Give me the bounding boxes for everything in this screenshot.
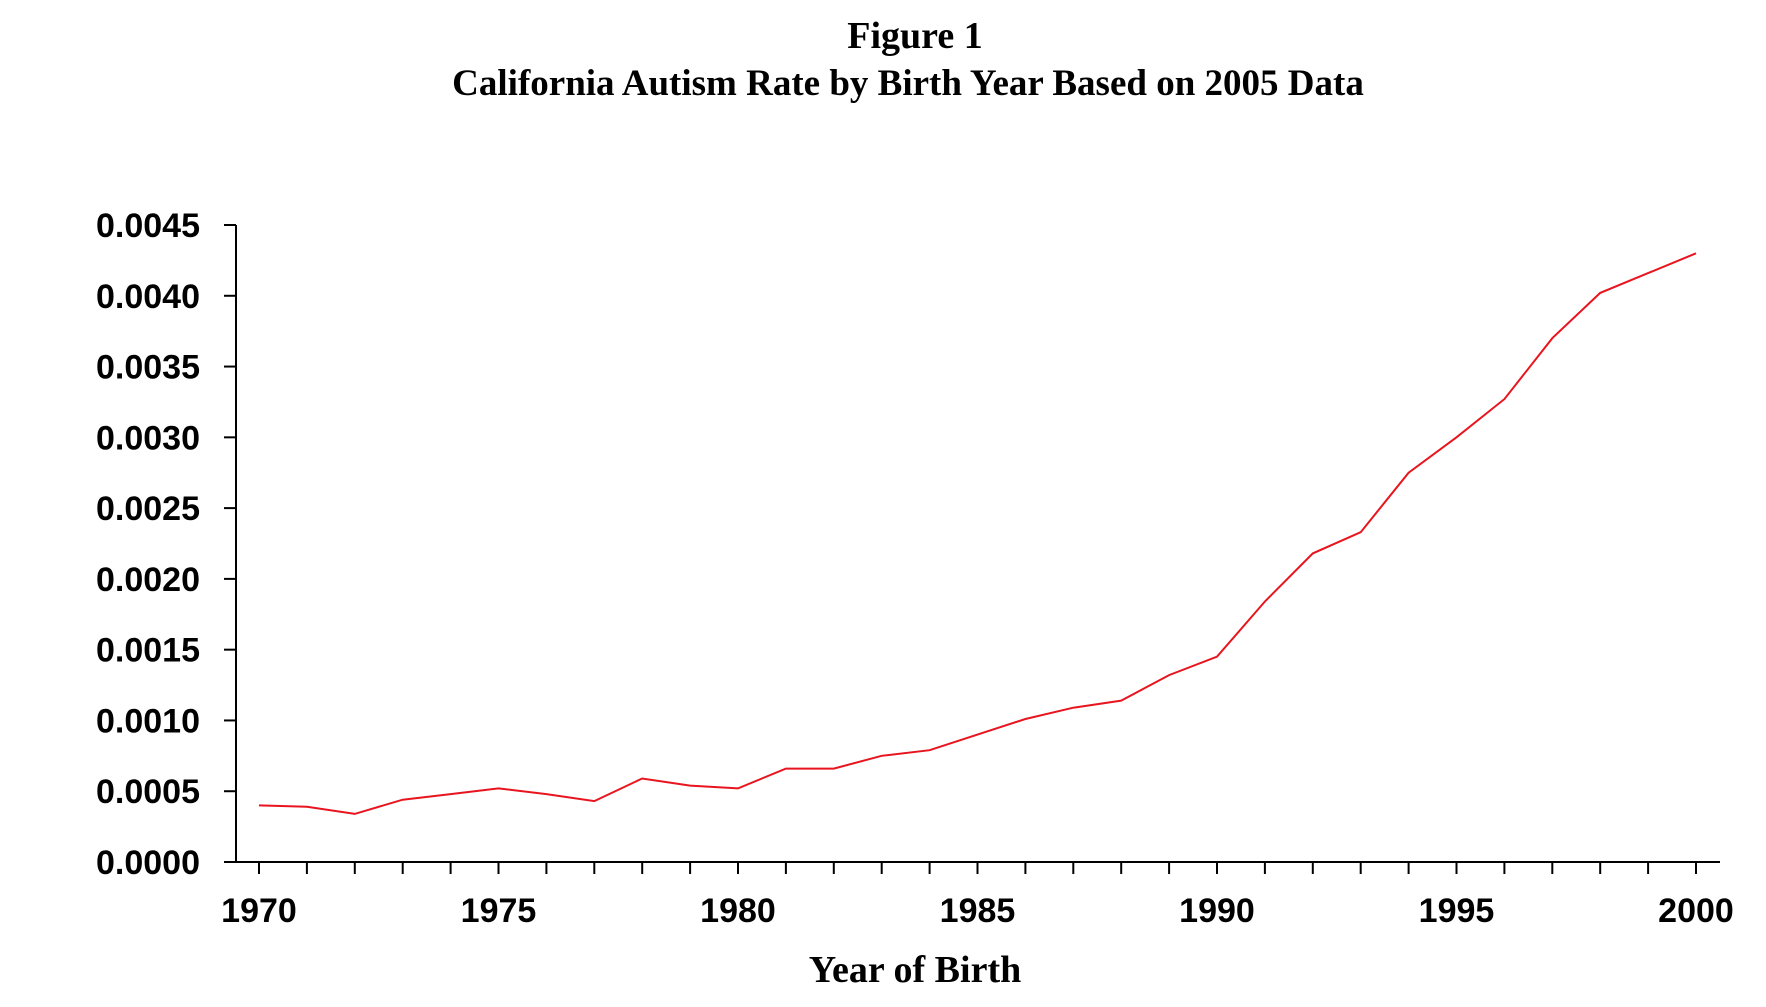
y-ticks: 0.0000 0.0005 0.0010 0.0015 0.0020 0.0025 0.00… <box>96 207 236 882</box>
y-tick-label: 0.0030 <box>96 419 200 457</box>
x-tick-label: 1985 <box>940 892 1016 930</box>
y-tick-label: 0.0015 <box>96 632 200 670</box>
series-line-0 <box>258 252 1697 815</box>
x-tick-label: 1990 <box>1179 892 1255 930</box>
x-axis: 1970 1975 1980 1985 1990 1995 2000 <box>221 861 1734 930</box>
x-axis-label: Year of Birth <box>809 949 1022 991</box>
x-tick-label: 1980 <box>700 892 776 930</box>
y-tick-label: 0.0045 <box>96 207 200 245</box>
x-tick-label: 1995 <box>1419 892 1495 930</box>
figure-label: Figure 1 <box>847 15 982 57</box>
x-tick-label: 1970 <box>221 892 297 930</box>
chart-title: California Autism Rate by Birth Year Bas… <box>452 63 1364 104</box>
y-tick-label: 0.0040 <box>96 278 200 316</box>
y-tick-label: 0.0000 <box>96 844 200 882</box>
y-tick-label: 0.0025 <box>96 490 200 528</box>
x-tick-label: 2000 <box>1658 892 1734 930</box>
series-group <box>258 252 1697 815</box>
y-tick-label: 0.0020 <box>96 561 200 599</box>
y-axis: 0.0000 0.0005 0.0010 0.0015 0.0020 0.0025 0.00… <box>96 207 237 882</box>
y-tick-label: 0.0005 <box>96 773 200 811</box>
y-tick-label: 0.0035 <box>96 349 200 387</box>
y-tick-label: 0.0010 <box>96 702 200 740</box>
x-tick-label: 1975 <box>461 892 537 930</box>
x-ticks: 1970 1975 1980 1985 1990 1995 2000 <box>221 862 1734 930</box>
